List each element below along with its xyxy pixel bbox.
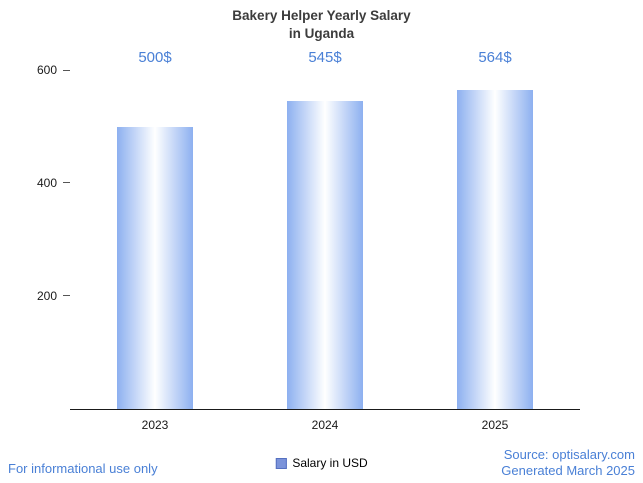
bar-slot: 545$ 2024 <box>240 49 410 432</box>
legend-item[interactable]: Salary in USD <box>275 456 368 470</box>
value-label-2024: 545$ <box>308 49 342 66</box>
bar-2024 <box>287 101 363 409</box>
value-label-2025: 564$ <box>478 49 512 66</box>
x-axis-label-2023: 2023 <box>141 418 169 432</box>
chart-title: Bakery Helper Yearly Salary in Uganda <box>0 7 643 42</box>
bar-slot: 564$ 2025 <box>410 49 580 432</box>
y-tick-label: 200 <box>36 289 57 303</box>
y-tick-mark <box>63 69 70 71</box>
y-tick-mark <box>63 182 70 184</box>
bar-2025 <box>457 90 533 409</box>
source-link[interactable]: Source: optisalary.com <box>503 446 635 462</box>
x-axis-label-2025: 2025 <box>481 418 509 432</box>
bar-2023 <box>117 126 193 409</box>
value-label-2023: 500$ <box>138 49 172 66</box>
y-tick-mark <box>63 295 70 297</box>
bar-slot: 500$ 2023 <box>70 49 240 432</box>
legend-swatch-icon <box>275 457 287 469</box>
chart-title-line1: Bakery Helper Yearly Salary <box>232 8 411 23</box>
plot-area: 500$ 2023 545$ 2024 564$ 2025 200 400 600 <box>37 49 580 432</box>
y-tick-label: 400 <box>36 176 57 190</box>
bar-slots: 500$ 2023 545$ 2024 564$ 2025 <box>70 49 580 432</box>
legend-label: Salary in USD <box>292 456 368 470</box>
x-axis-label-2024: 2024 <box>311 418 339 432</box>
source-block: Source: optisalary.com Generated March 2… <box>501 447 635 480</box>
y-tick-label: 600 <box>36 63 57 77</box>
chart-title-line2: in Uganda <box>288 25 355 41</box>
generated-date: Generated March 2025 <box>501 462 635 478</box>
disclaimer-text: For informational use only <box>8 461 158 476</box>
